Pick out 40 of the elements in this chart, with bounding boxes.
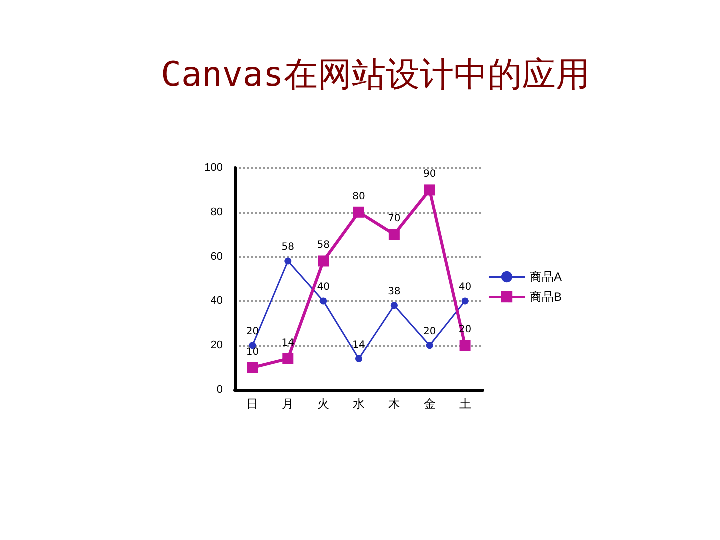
y-tick-label: 80 xyxy=(210,206,223,218)
point xyxy=(460,340,471,352)
x-tick-label: 日 xyxy=(246,397,259,411)
data-label: 20 xyxy=(423,326,436,338)
legend-label: 商品B xyxy=(530,290,562,304)
x-tick-label: 金 xyxy=(424,397,436,411)
point xyxy=(356,355,362,362)
y-tick-label: 20 xyxy=(210,340,223,352)
point xyxy=(390,302,398,310)
data-label: 38 xyxy=(388,286,401,298)
point xyxy=(424,184,436,196)
x-tick-label: 月 xyxy=(282,397,294,411)
chart-title: Canvas在网站设计中的应用 xyxy=(161,55,590,95)
x-tick-label: 水 xyxy=(353,397,365,411)
point xyxy=(354,206,364,218)
x-tick-label: 木 xyxy=(388,397,400,411)
data-label: 14 xyxy=(352,340,366,351)
point xyxy=(318,256,330,267)
point xyxy=(284,258,292,265)
data-label: 70 xyxy=(388,214,401,225)
data-label: 80 xyxy=(352,191,366,202)
point xyxy=(320,298,328,305)
y-tick-label: 40 xyxy=(210,295,223,308)
y-tick-label: 0 xyxy=(216,384,223,396)
point xyxy=(282,353,294,364)
data-label: 58 xyxy=(317,240,330,252)
data-label: 40 xyxy=(317,282,330,294)
y-tick-label: 100 xyxy=(204,162,223,174)
data-label: 58 xyxy=(282,242,295,254)
x-tick-label: 火 xyxy=(318,397,330,411)
point xyxy=(247,362,258,374)
point xyxy=(426,342,434,350)
data-label: 10 xyxy=(246,346,260,358)
point xyxy=(388,229,400,240)
data-label: 40 xyxy=(458,282,472,294)
data-label: 90 xyxy=(423,169,436,180)
legend-label: 商品A xyxy=(530,270,562,284)
y-tick-label: 60 xyxy=(210,250,223,263)
x-tick-label: 土 xyxy=(459,397,472,411)
point xyxy=(462,298,469,305)
